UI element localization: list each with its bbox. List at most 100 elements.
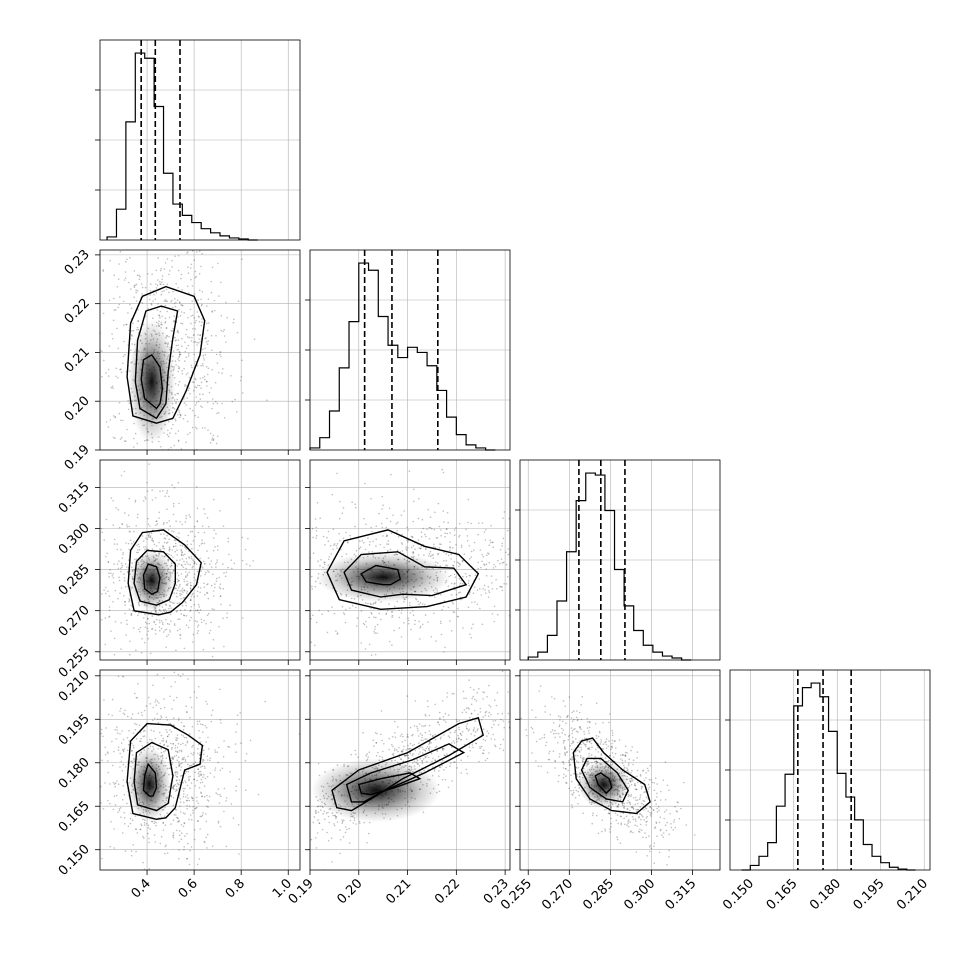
scatter-point bbox=[166, 490, 169, 492]
scatter-point bbox=[118, 401, 121, 404]
scatter-point bbox=[446, 696, 448, 698]
scatter-point bbox=[417, 735, 420, 737]
scatter-point bbox=[647, 810, 649, 812]
scatter-point bbox=[217, 788, 220, 790]
scatter-point bbox=[471, 744, 474, 746]
scatter-point bbox=[138, 724, 141, 726]
scatter-point bbox=[174, 808, 177, 811]
scatter-point bbox=[207, 748, 210, 750]
scatter-point bbox=[113, 538, 116, 541]
scatter-point bbox=[159, 548, 161, 550]
scatter-point bbox=[468, 679, 470, 681]
scatter-point bbox=[295, 842, 297, 844]
scatter-point bbox=[151, 489, 153, 492]
scatter-point bbox=[284, 799, 286, 801]
scatter-point bbox=[206, 516, 209, 519]
scatter-point bbox=[511, 517, 513, 519]
scatter-point bbox=[296, 815, 298, 817]
scatter-point bbox=[488, 684, 490, 687]
scatter-point bbox=[223, 572, 225, 574]
scatter-point bbox=[108, 615, 111, 618]
scatter-point bbox=[389, 520, 392, 523]
scatter-point bbox=[252, 560, 254, 562]
scatter-point bbox=[503, 726, 506, 729]
scatter-point bbox=[100, 732, 103, 735]
scatter-point bbox=[335, 630, 337, 632]
scatter-point bbox=[144, 496, 146, 498]
scatter-point bbox=[195, 696, 198, 699]
scatter-point bbox=[101, 593, 103, 595]
scatter-point bbox=[311, 585, 313, 588]
scatter-point bbox=[165, 229, 167, 231]
scatter-point bbox=[155, 699, 157, 701]
scatter-point bbox=[143, 824, 146, 826]
scatter-point bbox=[134, 284, 136, 287]
scatter-point bbox=[159, 283, 162, 286]
scatter-point bbox=[169, 605, 171, 607]
scatter-point bbox=[189, 733, 191, 735]
scatter-point bbox=[175, 809, 177, 811]
scatter-point bbox=[442, 749, 444, 751]
scatter-point bbox=[348, 842, 351, 844]
scatter-point bbox=[177, 348, 180, 351]
scatter-point bbox=[346, 828, 348, 831]
scatter-point bbox=[159, 842, 162, 845]
scatter-point bbox=[335, 544, 338, 547]
scatter-point bbox=[457, 734, 459, 737]
scatter-point bbox=[132, 329, 135, 332]
scatter-point bbox=[330, 837, 333, 839]
scatter-point bbox=[225, 571, 228, 574]
scatter-point bbox=[180, 734, 183, 736]
scatter-point bbox=[510, 723, 512, 725]
scatter-point bbox=[116, 543, 118, 545]
scatter-point bbox=[418, 765, 421, 767]
scatter-point bbox=[388, 603, 390, 605]
scatter-point bbox=[248, 498, 250, 500]
scatter-point bbox=[137, 328, 140, 331]
scatter-point bbox=[394, 748, 396, 750]
scatter-point bbox=[392, 752, 395, 755]
scatter-point bbox=[191, 314, 194, 317]
scatter-point bbox=[192, 753, 194, 756]
scatter-point bbox=[407, 756, 410, 759]
scatter-point bbox=[266, 843, 268, 845]
scatter-point bbox=[112, 387, 114, 389]
scatter-point bbox=[470, 637, 473, 639]
scatter-point bbox=[444, 536, 447, 538]
scatter-point bbox=[307, 845, 309, 847]
scatter-point bbox=[131, 335, 133, 337]
scatter-point bbox=[198, 775, 200, 778]
contour-level-2 bbox=[127, 529, 202, 616]
scatter-point bbox=[314, 585, 317, 588]
scatter-point bbox=[311, 588, 314, 590]
scatter-point bbox=[113, 637, 116, 640]
scatter-point bbox=[109, 419, 112, 421]
scatter-point bbox=[401, 751, 404, 753]
scatter-point bbox=[411, 762, 414, 764]
scatter-point bbox=[435, 640, 437, 642]
scatter-point bbox=[466, 535, 469, 537]
scatter-point bbox=[443, 600, 446, 602]
scatter-point bbox=[386, 535, 389, 537]
scatter-point bbox=[655, 821, 657, 823]
scatter-point bbox=[623, 817, 625, 820]
scatter-point bbox=[219, 719, 222, 721]
scatter-point bbox=[354, 749, 357, 752]
scatter-point bbox=[180, 548, 182, 551]
scatter-point bbox=[200, 774, 202, 776]
scatter-point bbox=[192, 641, 194, 643]
scatter-point bbox=[206, 305, 208, 308]
scatter-point bbox=[137, 308, 139, 311]
scatter-point bbox=[216, 412, 218, 415]
scatter-point bbox=[189, 696, 192, 699]
scatter-point bbox=[635, 788, 638, 791]
scatter-point bbox=[221, 372, 223, 375]
scatter-point bbox=[232, 817, 235, 819]
scatter-point bbox=[570, 748, 573, 751]
scatter-point bbox=[345, 553, 348, 555]
scatter-point bbox=[144, 626, 147, 629]
scatter-point bbox=[490, 726, 493, 729]
scatter-point bbox=[203, 765, 206, 768]
scatter-point bbox=[140, 464, 142, 466]
scatter-point bbox=[159, 280, 161, 283]
